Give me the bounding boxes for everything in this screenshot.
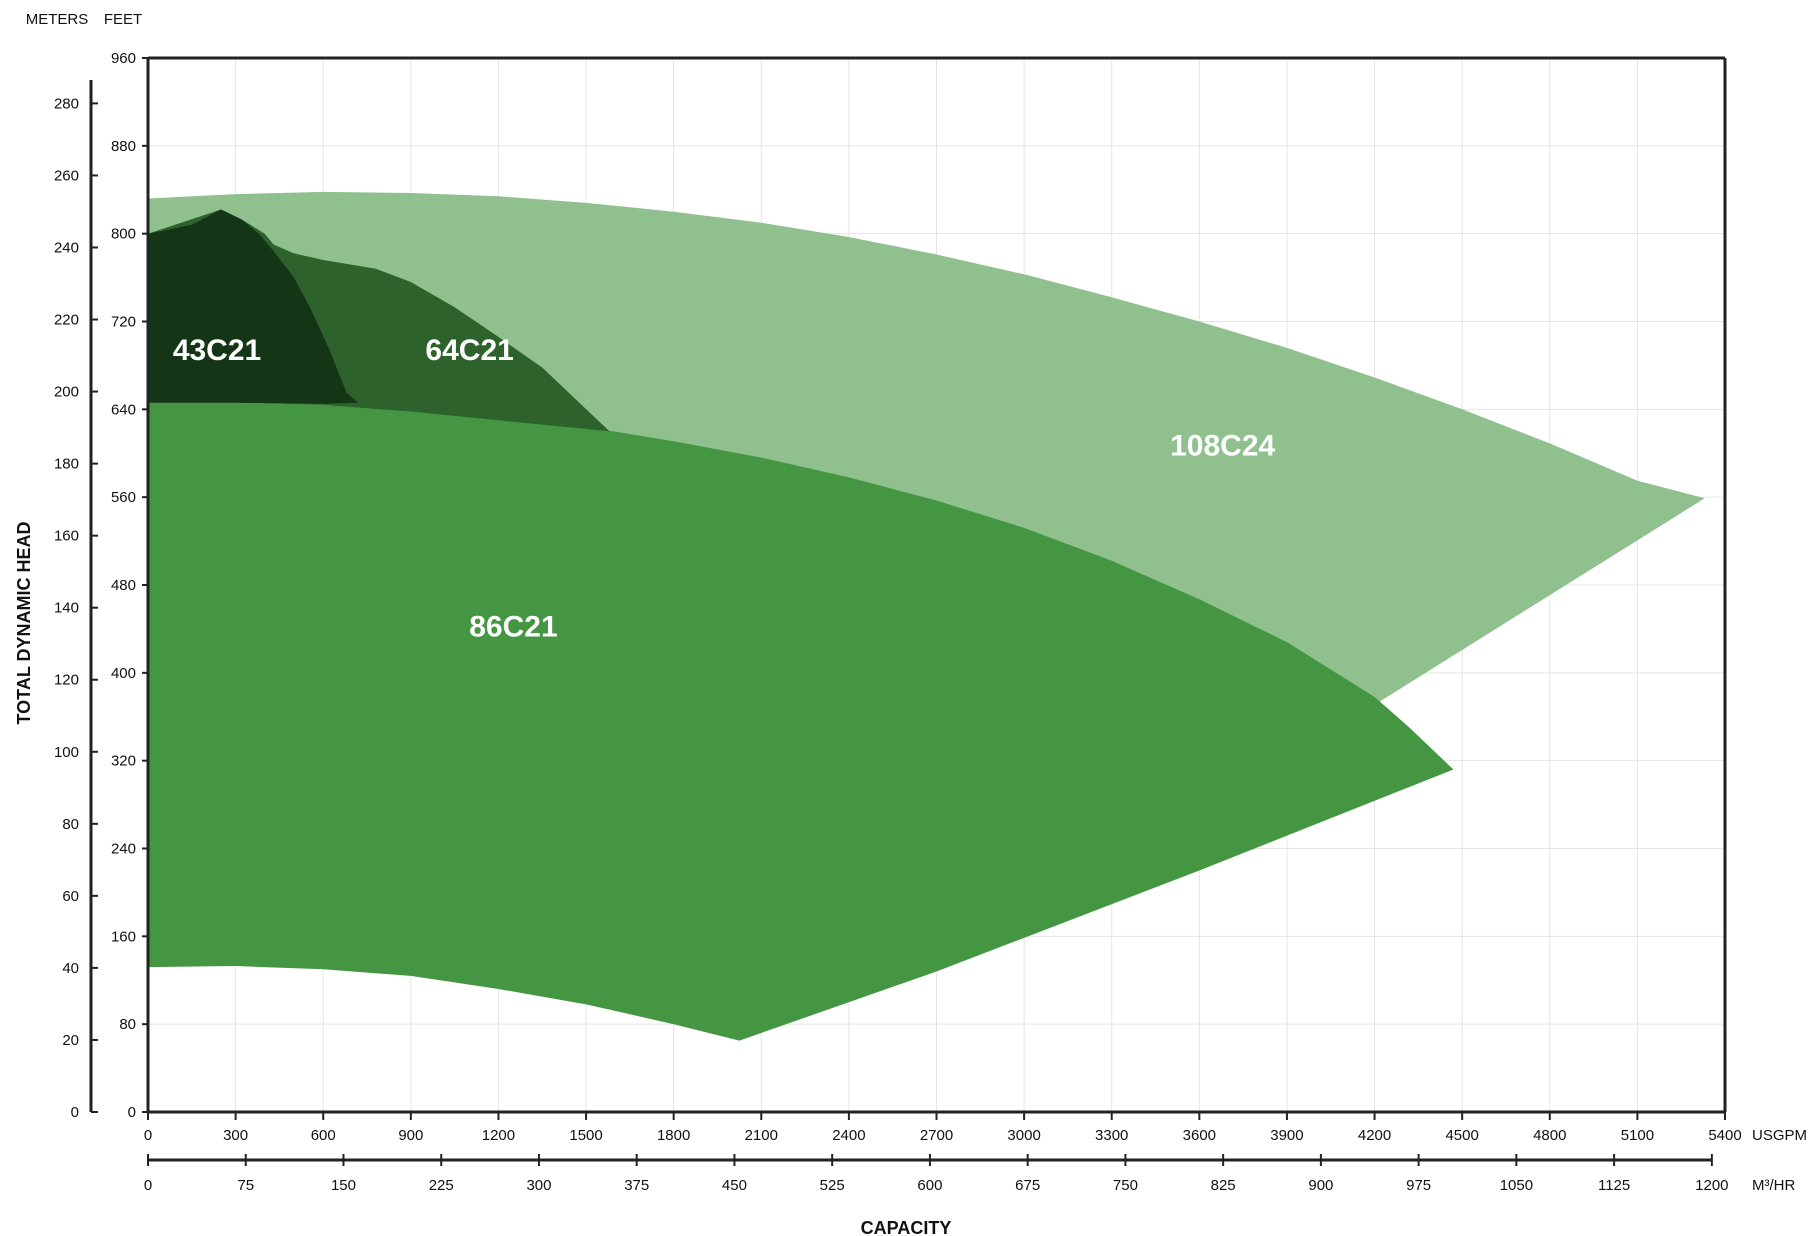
x-tick-label-usgpm: 2400: [832, 1127, 865, 1144]
series-label-64c21: 64C21: [425, 334, 513, 367]
y-tick-label-feet: 720: [111, 314, 136, 331]
y-tick-label-feet: 320: [111, 753, 136, 770]
m3hr-unit-label: M³/HR: [1752, 1177, 1795, 1194]
x-tick-label-m3hr: 225: [429, 1177, 454, 1194]
y-tick-label-feet: 240: [111, 841, 136, 858]
y-tick-label-feet: 480: [111, 577, 136, 594]
region-108c24: [148, 191, 1705, 705]
x-tick-label-usgpm: 900: [398, 1127, 423, 1144]
y-tick-label-meters: 260: [54, 167, 79, 184]
y-tick-label-feet: 560: [111, 489, 136, 506]
x-tick-label-usgpm: 4500: [1445, 1127, 1478, 1144]
x-tick-label-m3hr: 75: [237, 1177, 254, 1194]
x-tick-label-usgpm: 3600: [1183, 1127, 1216, 1144]
x-axis-title: CAPACITY: [861, 1218, 952, 1236]
series-labels: 108C24 86C21 64C21 43C21: [173, 334, 1276, 644]
x-tick-label-m3hr: 975: [1406, 1177, 1431, 1194]
usgpm-unit-label: USGPM: [1752, 1127, 1807, 1144]
x-tick-label-usgpm: 1200: [482, 1127, 515, 1144]
x-tick-label-usgpm: 600: [311, 1127, 336, 1144]
y-tick-label-meters: 280: [54, 95, 79, 112]
y-tick-label-meters: 80: [62, 816, 79, 833]
feet-unit-label: FEET: [104, 11, 142, 28]
tick-labels: 0 300 600 900 1200 1500 1800 2100 2400 2700 3000 33…: [54, 50, 1742, 1194]
x-tick-label-usgpm: 3000: [1007, 1127, 1040, 1144]
series-label-108c24: 108C24: [1170, 429, 1275, 462]
y-tick-label-feet: 400: [111, 665, 136, 682]
x-tick-label-m3hr: 150: [331, 1177, 356, 1194]
y-tick-label-feet: 80: [119, 1016, 136, 1033]
x-tick-label-usgpm: 3900: [1270, 1127, 1303, 1144]
region-43c21: [148, 209, 359, 404]
x-tick-label-usgpm: 300: [223, 1127, 248, 1144]
y-tick-label-meters: 140: [54, 600, 79, 617]
x-tick-label-m3hr: 1125: [1598, 1177, 1630, 1194]
x-tick-label-usgpm: 1500: [569, 1127, 602, 1144]
y-tick-label-feet: 0: [128, 1104, 136, 1121]
y-tick-label-meters: 100: [54, 744, 79, 761]
region-86c21: [148, 402, 1454, 1041]
y-tick-label-feet: 880: [111, 138, 136, 155]
y-tick-label-meters: 240: [54, 239, 79, 256]
x-tick-label-usgpm: 4800: [1533, 1127, 1566, 1144]
y-tick-label-meters: 220: [54, 312, 79, 329]
y-tick-label-meters: 200: [54, 384, 79, 401]
x-tick-label-m3hr: 750: [1113, 1177, 1138, 1194]
x-tick-label-usgpm: 0: [144, 1127, 152, 1144]
y-tick-label-meters: 20: [62, 1032, 79, 1049]
x-tick-label-m3hr: 900: [1308, 1177, 1333, 1194]
x-tick-label-m3hr: 675: [1015, 1177, 1040, 1194]
x-tick-label-m3hr: 1200: [1695, 1177, 1728, 1194]
y-tick-label-feet: 160: [111, 928, 136, 945]
y-tick-label-meters: 160: [54, 528, 79, 545]
x-tick-label-m3hr: 600: [917, 1177, 942, 1194]
y-tick-label-feet: 640: [111, 401, 136, 418]
series-regions: [148, 191, 1705, 1041]
x-tick-label-m3hr: 825: [1211, 1177, 1236, 1194]
y-tick-label-meters: 120: [54, 672, 79, 689]
y-tick-label-meters: 60: [62, 888, 79, 905]
series-label-43c21: 43C21: [173, 334, 261, 367]
x-tick-label-usgpm: 5400: [1708, 1127, 1741, 1144]
y-tick-label-meters: 180: [54, 456, 79, 473]
x-tick-label-usgpm: 2700: [920, 1127, 953, 1144]
x-tick-label-m3hr: 1050: [1500, 1177, 1533, 1194]
x-tick-label-m3hr: 0: [144, 1177, 152, 1194]
y-tick-label-meters: 0: [71, 1104, 79, 1121]
x-tick-label-m3hr: 300: [526, 1177, 551, 1194]
y-tick-label-feet: 800: [111, 226, 136, 243]
x-tick-label-usgpm: 3300: [1095, 1127, 1128, 1144]
x-tick-label-m3hr: 450: [722, 1177, 747, 1194]
meters-unit-label: METERS: [26, 11, 89, 28]
y-tick-label-feet: 960: [111, 50, 136, 67]
series-label-86c21: 86C21: [469, 611, 557, 644]
x-tick-label-usgpm: 4200: [1358, 1127, 1391, 1144]
x-tick-label-m3hr: 375: [624, 1177, 649, 1194]
x-tick-label-usgpm: 2100: [745, 1127, 778, 1144]
y-tick-label-meters: 40: [62, 960, 79, 977]
x-tick-label-usgpm: 1800: [657, 1127, 690, 1144]
y-axis-title: TOTAL DYNAMIC HEAD: [14, 521, 34, 724]
x-tick-label-m3hr: 525: [820, 1177, 845, 1194]
x-tick-label-usgpm: 5100: [1621, 1127, 1654, 1144]
